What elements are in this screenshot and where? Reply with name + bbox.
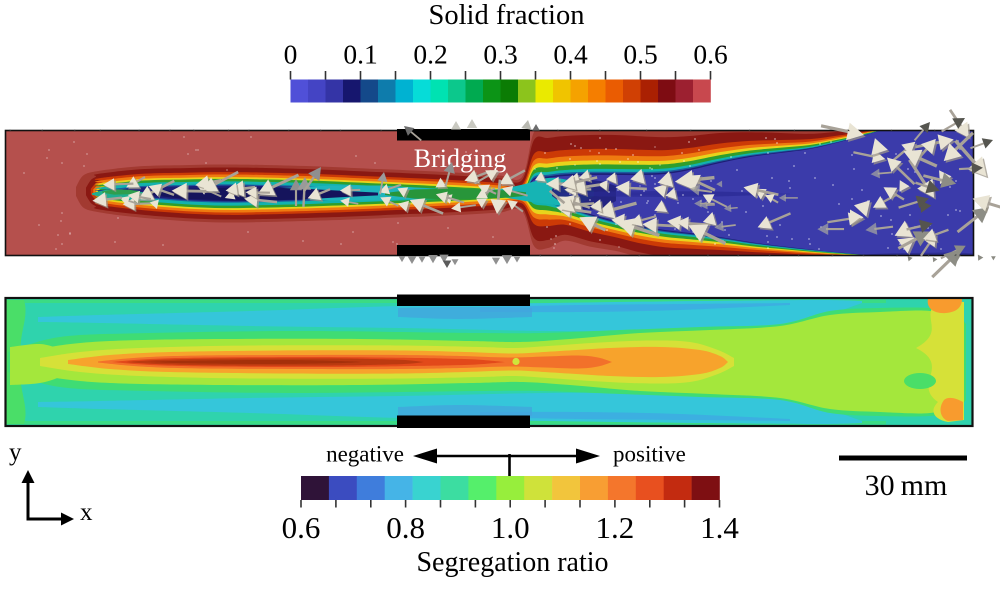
svg-text:1.0: 1.0 xyxy=(491,510,530,545)
svg-text:30 mm: 30 mm xyxy=(865,469,948,502)
svg-text:negative: negative xyxy=(326,442,404,467)
svg-text:1.2: 1.2 xyxy=(596,510,635,545)
svg-text:0.2: 0.2 xyxy=(413,39,447,70)
svg-text:Bridging: Bridging xyxy=(414,144,506,173)
svg-text:positive: positive xyxy=(613,442,686,467)
svg-text:0: 0 xyxy=(284,39,298,70)
svg-text:0.6: 0.6 xyxy=(693,39,727,70)
svg-text:y: y xyxy=(9,439,22,466)
svg-text:0.1: 0.1 xyxy=(343,39,377,70)
svg-text:x: x xyxy=(80,499,93,526)
svg-text:0.8: 0.8 xyxy=(386,510,425,545)
svg-text:0.4: 0.4 xyxy=(553,39,588,70)
svg-text:0.5: 0.5 xyxy=(623,39,657,70)
svg-text:0.6: 0.6 xyxy=(282,510,321,545)
svg-text:0.3: 0.3 xyxy=(483,39,517,70)
svg-text:Segregation ratio: Segregation ratio xyxy=(416,547,608,578)
svg-text:Solid fraction: Solid fraction xyxy=(429,0,585,31)
svg-text:1.4: 1.4 xyxy=(700,510,739,545)
